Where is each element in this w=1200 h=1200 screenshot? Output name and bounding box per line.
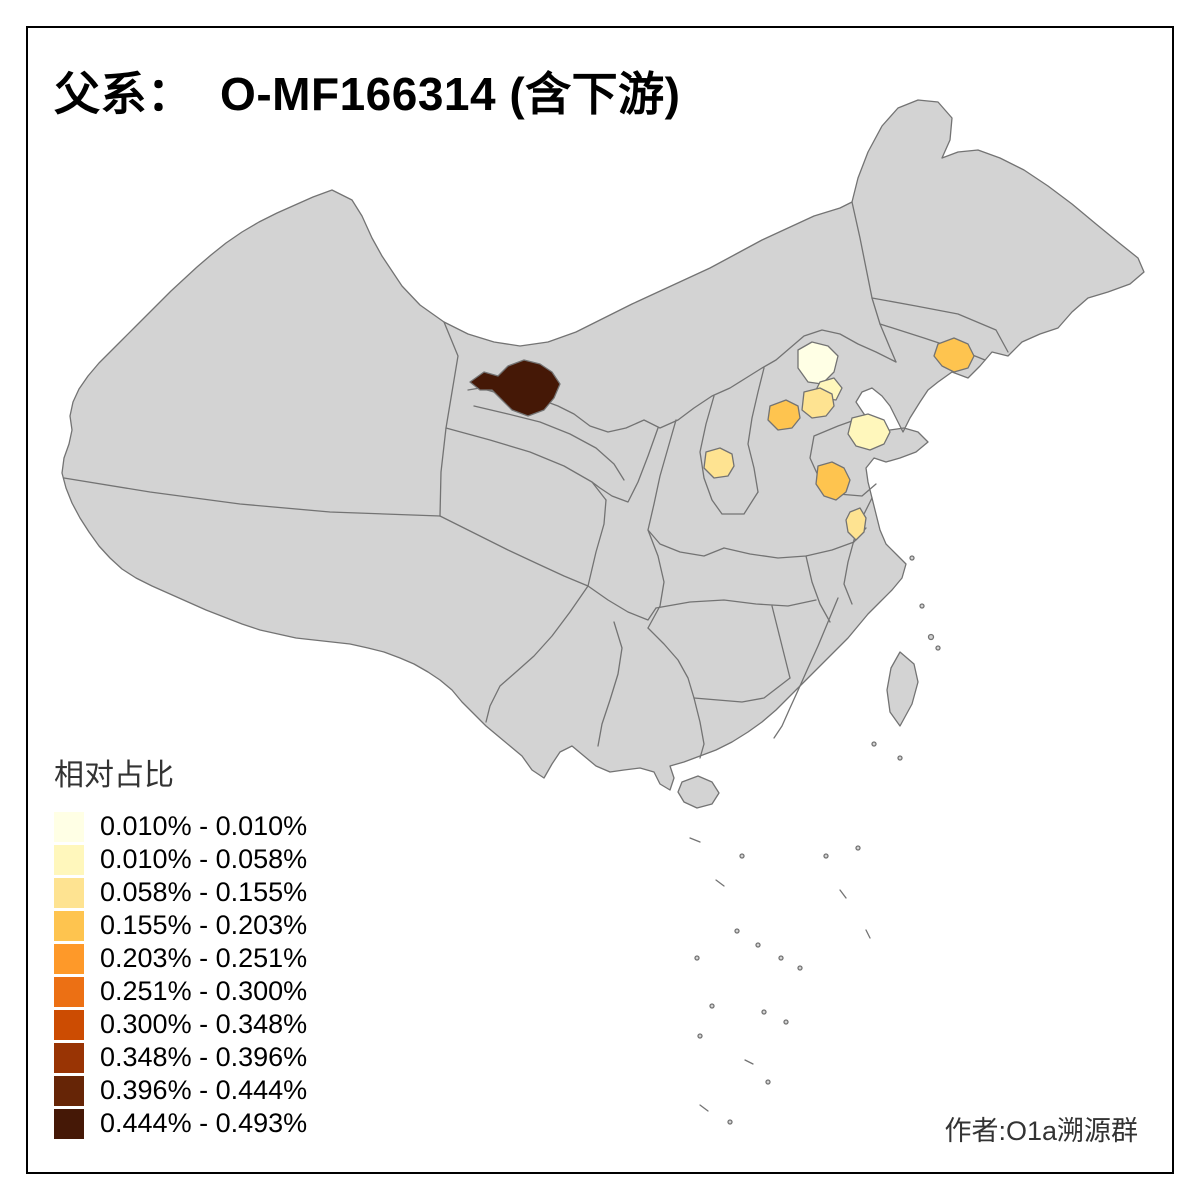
legend-label: 0.396% - 0.444%	[100, 1075, 308, 1105]
legend-swatch-rect	[54, 844, 84, 875]
legend-swatch-rect	[54, 1108, 84, 1139]
province-border	[587, 585, 657, 621]
province-border	[647, 627, 695, 699]
province-border	[439, 321, 459, 517]
legend-title: 相对占比	[54, 759, 174, 792]
province-border	[445, 427, 607, 501]
province-border	[439, 515, 589, 587]
legend-item: 0.010% - 0.058%	[54, 843, 307, 876]
legend-swatch	[54, 844, 84, 875]
map-base-group	[61, 99, 1145, 1125]
legend-item: 0.444% - 0.493%	[54, 1107, 307, 1140]
legend-label: 0.058% - 0.155%	[100, 877, 308, 907]
province-border	[871, 297, 1009, 353]
region-shanxi-south	[703, 447, 735, 479]
legend-item: 0.396% - 0.444%	[54, 1074, 307, 1107]
province-border	[693, 697, 705, 759]
region-hebei-central	[801, 387, 835, 419]
legend-item: 0.155% - 0.203%	[54, 909, 307, 942]
legend-label: 0.251% - 0.300%	[100, 976, 308, 1006]
legend-item: 0.251% - 0.300%	[54, 975, 307, 1008]
legend-label: 0.010% - 0.058%	[100, 844, 308, 874]
legend-swatch-rect	[54, 877, 84, 908]
page-title: 父系： O-MF166314 (含下游)	[54, 68, 681, 120]
province-border	[771, 605, 791, 679]
highlight-regions	[469, 337, 975, 541]
province-border	[799, 597, 839, 687]
legend-label: 0.300% - 0.348%	[100, 1009, 308, 1039]
author-credit: 作者:O1a溯源群	[944, 1116, 1138, 1146]
province-border	[63, 477, 441, 517]
legend-item: 0.203% - 0.251%	[54, 942, 307, 975]
province-border	[485, 585, 589, 723]
province-border	[809, 415, 877, 497]
region-beijing	[797, 341, 839, 385]
legend-item: 0.058% - 0.155%	[54, 876, 307, 909]
province-border	[693, 677, 791, 703]
region-shandong-west	[847, 413, 891, 451]
legend-label: 0.203% - 0.251%	[100, 943, 308, 973]
legend-swatch-rect	[54, 1075, 84, 1106]
legend-label: 0.348% - 0.396%	[100, 1042, 308, 1072]
province-border	[587, 499, 607, 587]
legend-swatch	[54, 1042, 84, 1073]
legend-swatch	[54, 877, 84, 908]
legend-label: 0.444% - 0.493%	[100, 1108, 308, 1138]
region-jiangsu-west	[845, 507, 867, 541]
province-border	[747, 367, 765, 493]
map-stroke-group	[61, 99, 1145, 1125]
legend-swatch-rect	[54, 1042, 84, 1073]
legend-swatch-rect	[54, 811, 84, 842]
legend: 相对占比 0.010% - 0.010% 0.010% - 0.058% 0.0…	[54, 750, 307, 1140]
small-islands	[689, 555, 941, 1125]
legend-swatch	[54, 910, 84, 941]
legend-swatch	[54, 976, 84, 1007]
hainan-island	[677, 775, 720, 809]
legend-swatch-rect	[54, 976, 84, 1007]
province-border	[773, 685, 801, 739]
province-border	[597, 621, 623, 747]
legend-swatch	[54, 811, 84, 842]
legend-swatch-rect	[54, 943, 84, 974]
legend-item: 0.348% - 0.396%	[54, 1041, 307, 1074]
province-border	[805, 555, 831, 623]
region-west-inner-mongolia	[469, 359, 561, 417]
legend-item: 0.300% - 0.348%	[54, 1008, 307, 1041]
province-border	[473, 405, 625, 481]
legend-label: 0.010% - 0.010%	[100, 811, 308, 841]
legend-swatch	[54, 1009, 84, 1040]
province-border	[591, 427, 659, 503]
region-henan-north	[815, 461, 851, 501]
legend-swatch	[54, 1108, 84, 1139]
taiwan-island	[886, 651, 919, 727]
region-hebei-southwest	[767, 399, 801, 431]
legend-swatch	[54, 943, 84, 974]
legend-swatch-rect	[54, 1009, 84, 1040]
region-liaoning-southeast	[933, 337, 975, 373]
china-mainland	[61, 99, 1145, 791]
legend-swatch	[54, 1075, 84, 1106]
province-border	[647, 529, 665, 629]
legend-item: 0.010% - 0.010%	[54, 810, 307, 843]
legend-label: 0.155% - 0.203%	[100, 910, 308, 940]
legend-swatch-rect	[54, 910, 84, 941]
province-border	[655, 599, 817, 609]
province-border	[699, 395, 759, 515]
